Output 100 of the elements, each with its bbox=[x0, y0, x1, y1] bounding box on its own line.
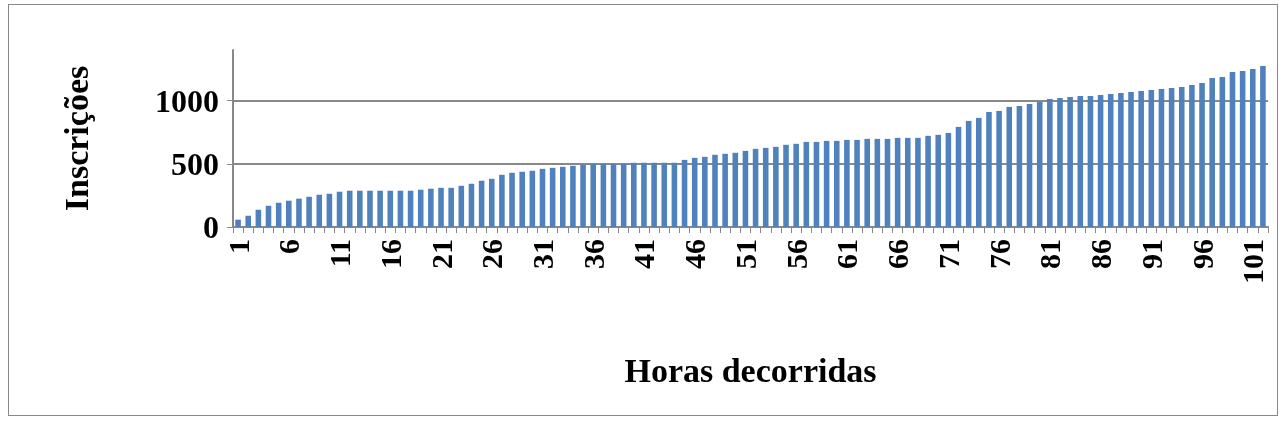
x-tick-label: 81 bbox=[1033, 239, 1067, 269]
bar bbox=[1047, 98, 1053, 227]
bar bbox=[651, 162, 657, 227]
bar bbox=[854, 139, 860, 227]
bar bbox=[773, 146, 779, 227]
bar bbox=[1026, 103, 1033, 227]
bar bbox=[702, 156, 708, 227]
bar bbox=[1036, 101, 1043, 227]
x-tick-label: 56 bbox=[779, 239, 813, 269]
y-tick-label: 1000 bbox=[155, 82, 219, 119]
bar bbox=[559, 166, 566, 227]
bar bbox=[377, 190, 383, 227]
bar bbox=[570, 165, 576, 227]
bar bbox=[438, 187, 444, 227]
bar bbox=[417, 189, 424, 227]
bar bbox=[1260, 66, 1266, 227]
x-tick-label: 6 bbox=[272, 239, 306, 254]
bar bbox=[1168, 88, 1175, 227]
bar bbox=[1097, 95, 1104, 227]
bar bbox=[894, 137, 901, 227]
bar bbox=[1219, 77, 1226, 227]
x-tick-label: 101 bbox=[1236, 239, 1270, 284]
y-axis-title: Inscrições bbox=[57, 65, 95, 212]
x-tick-label: 1 bbox=[221, 239, 255, 254]
bar bbox=[1087, 96, 1094, 227]
x-tick-label: 41 bbox=[627, 239, 661, 269]
x-tick-label: 26 bbox=[475, 239, 509, 269]
bar bbox=[1178, 87, 1185, 227]
bar bbox=[833, 140, 840, 227]
bar bbox=[499, 174, 505, 227]
bar bbox=[428, 188, 434, 227]
x-tick-label: 16 bbox=[373, 239, 407, 269]
bar bbox=[965, 120, 972, 227]
x-tick-label: 21 bbox=[424, 239, 458, 269]
bar bbox=[793, 143, 799, 227]
bar bbox=[590, 163, 597, 227]
bar bbox=[1016, 106, 1023, 227]
bar bbox=[306, 196, 312, 227]
bar bbox=[986, 111, 992, 227]
bar bbox=[722, 153, 728, 227]
x-tick-label: 96 bbox=[1185, 239, 1219, 269]
bar bbox=[641, 162, 647, 227]
bar bbox=[783, 144, 789, 227]
bar bbox=[1199, 83, 1205, 227]
bar bbox=[904, 137, 911, 227]
x-tick-label: 36 bbox=[576, 239, 610, 269]
y-tick-label: 500 bbox=[171, 145, 219, 182]
bar bbox=[1057, 98, 1063, 227]
bar bbox=[864, 138, 870, 227]
bar bbox=[519, 171, 525, 227]
x-tick-label: 51 bbox=[728, 239, 762, 269]
bar bbox=[925, 135, 931, 227]
bar bbox=[631, 162, 637, 227]
x-tick-label: 91 bbox=[1134, 239, 1168, 269]
bar bbox=[235, 219, 241, 227]
bar bbox=[1067, 97, 1073, 227]
bar bbox=[387, 190, 394, 227]
bar bbox=[1249, 69, 1256, 227]
bar bbox=[448, 187, 454, 227]
bar bbox=[1138, 90, 1144, 227]
bar bbox=[488, 178, 495, 227]
bar bbox=[1128, 91, 1134, 227]
bar bbox=[316, 194, 323, 227]
bar bbox=[367, 190, 373, 227]
bar bbox=[976, 117, 982, 227]
bar bbox=[661, 162, 668, 227]
bar bbox=[286, 200, 292, 227]
bar bbox=[296, 198, 302, 227]
bar bbox=[1158, 88, 1165, 227]
y-tick-label: 0 bbox=[203, 209, 219, 245]
bar bbox=[844, 139, 850, 227]
bar bbox=[915, 137, 921, 227]
x-axis-title: Horas decorridas bbox=[624, 351, 877, 389]
bar bbox=[1077, 96, 1084, 227]
bar bbox=[935, 134, 942, 227]
bar bbox=[762, 147, 769, 227]
x-tick-label: 66 bbox=[881, 239, 915, 269]
bar bbox=[1118, 92, 1124, 227]
x-tick-label: 11 bbox=[323, 239, 357, 268]
bar bbox=[1148, 89, 1155, 227]
bar bbox=[509, 172, 515, 227]
bar bbox=[945, 132, 952, 227]
x-tick-label: 61 bbox=[830, 239, 864, 269]
bar bbox=[1189, 85, 1195, 227]
bar bbox=[580, 164, 586, 227]
x-tick-label: 86 bbox=[1084, 239, 1118, 269]
bar bbox=[996, 110, 1002, 227]
bar bbox=[245, 215, 252, 227]
bar bbox=[732, 152, 739, 227]
bar bbox=[357, 190, 363, 227]
bar bbox=[1239, 70, 1246, 227]
bar bbox=[1107, 94, 1114, 227]
bar bbox=[1229, 72, 1236, 227]
bar bbox=[712, 154, 718, 227]
x-tick-label: 31 bbox=[525, 239, 559, 269]
x-tick-label: 46 bbox=[678, 239, 712, 269]
bar bbox=[1006, 106, 1013, 227]
x-tick-label: 76 bbox=[982, 239, 1016, 269]
bar bbox=[1209, 78, 1215, 227]
x-tick-label: 71 bbox=[931, 239, 965, 269]
